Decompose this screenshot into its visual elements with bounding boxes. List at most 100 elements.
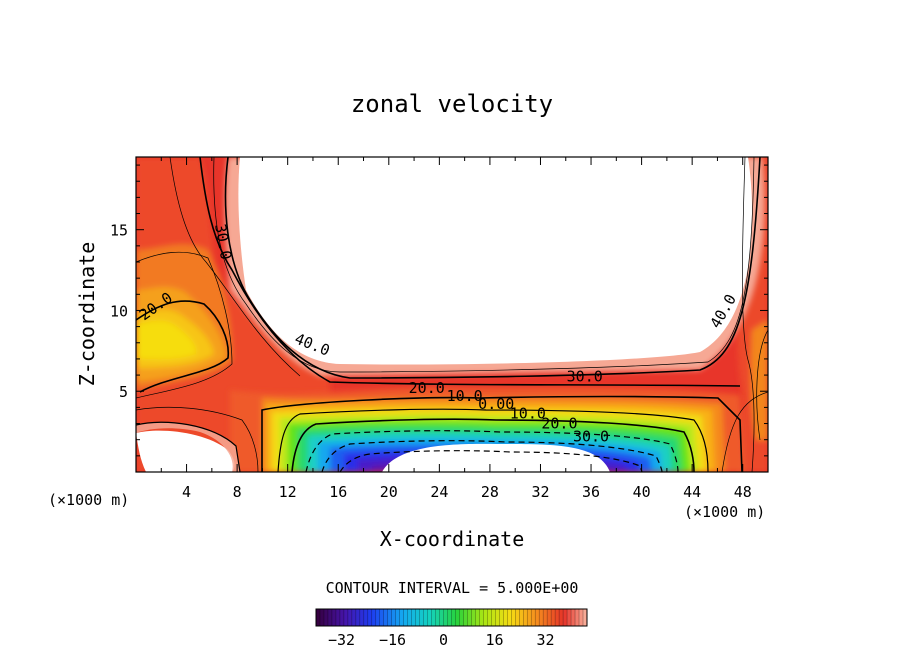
colorbar-swatch — [571, 609, 576, 626]
colorbar-swatch — [323, 609, 329, 626]
contour-0-jet — [291, 418, 695, 472]
colorbar-swatch — [391, 609, 397, 626]
contour-30-major — [199, 157, 741, 387]
contour-interval-note: CONTOUR INTERVAL = 5.000E+00 — [326, 579, 579, 597]
x-tick-label: 16 — [329, 483, 347, 501]
x-tick-label: 12 — [279, 483, 297, 501]
x-tick-label: 20 — [380, 483, 398, 501]
y-tick-label: 5 — [119, 383, 128, 401]
colorbar-swatch — [523, 609, 528, 626]
colorbar-swatch — [547, 609, 552, 626]
colorbar-swatch — [363, 609, 369, 626]
x-unit-right: (×1000 m) — [684, 503, 765, 521]
contour-right-minor-3 — [721, 391, 768, 472]
contour-40-major — [224, 157, 761, 379]
y-axis: 5 10 15 — [110, 164, 768, 457]
contour-left-minor-2 — [136, 251, 233, 399]
contour-label: 30.0 — [211, 222, 235, 261]
colorbar-swatch — [579, 609, 584, 626]
colorbar-swatch — [503, 609, 508, 626]
colorbar-swatch — [343, 609, 349, 626]
colorbar: −32 −16 0 16 32 — [315, 608, 588, 649]
colorbar-swatch — [515, 609, 520, 626]
x-tick-label: 24 — [430, 483, 448, 501]
colorbar-swatch — [319, 609, 325, 626]
x-tick-label: 44 — [683, 483, 701, 501]
colorbar-swatch — [411, 609, 416, 626]
colorbar-swatch — [499, 609, 504, 626]
chart-title: zonal velocity — [351, 90, 553, 118]
colorbar-swatch — [407, 609, 412, 626]
x-axis-label: X-coordinate — [380, 527, 525, 551]
x-tick-label: 28 — [481, 483, 499, 501]
contour-upper-minor — [213, 157, 755, 373]
colorbar-swatch — [459, 609, 464, 626]
colorbar-swatch — [423, 609, 428, 626]
colorbar-swatch — [463, 609, 468, 626]
colorbar-swatch — [443, 609, 448, 626]
colorbar-swatch — [419, 609, 424, 626]
colorbar-swatch — [583, 609, 588, 626]
colorbar-swatch — [483, 609, 488, 626]
colorbar-swatch — [395, 609, 400, 626]
colorbar-swatch — [367, 609, 373, 626]
colorbar-swatch — [471, 609, 476, 626]
colorbar-swatch — [387, 609, 393, 626]
contour-label: 20.0 — [541, 414, 577, 432]
colorbar-swatch — [447, 609, 452, 626]
colorbar-tick-label: −32 — [328, 631, 355, 649]
colorbar-swatch — [455, 609, 460, 626]
x-tick-label: 32 — [531, 483, 549, 501]
x-axis: 4 8 12 16 20 24 28 32 36 40 44 48 — [160, 157, 752, 501]
colorbar-swatch — [511, 609, 516, 626]
x-tick-label: 48 — [734, 483, 752, 501]
field-left-column — [136, 157, 330, 472]
y-tick-label: 15 — [110, 222, 128, 240]
x-tick-label: 40 — [633, 483, 651, 501]
y-axis-label: Z-coordinate — [75, 242, 99, 387]
colorbar-swatch — [467, 609, 472, 626]
colorbar-swatch — [495, 609, 500, 626]
colorbar-swatch — [347, 609, 353, 626]
colorbar-swatch — [451, 609, 456, 626]
colorbar-swatch — [519, 609, 524, 626]
blank-region-corner — [136, 430, 235, 472]
colorbar-swatch — [355, 609, 361, 626]
colorbar-frame — [315, 608, 588, 627]
colorbar-swatch — [431, 609, 436, 626]
x-tick-label: 8 — [233, 483, 242, 501]
colorbar-swatch — [339, 609, 345, 626]
colorbar-swatch — [575, 609, 580, 626]
colorbar-swatch — [327, 609, 333, 626]
colorbar-swatch — [567, 609, 572, 626]
contour-field — [136, 157, 768, 472]
colorbar-swatch — [316, 609, 321, 626]
colorbar-swatch — [527, 609, 532, 626]
colorbar-swatch — [439, 609, 444, 626]
colorbar-swatch — [555, 609, 560, 626]
contour-label: 0.00 — [478, 395, 514, 413]
colorbar-tick-label: 16 — [486, 631, 504, 649]
colorbar-swatch — [403, 609, 408, 626]
colorbar-swatch — [383, 609, 389, 626]
colorbar-swatch — [543, 609, 548, 626]
contour-20-major — [136, 300, 229, 393]
colorbar-swatch — [335, 609, 341, 626]
blank-region-upper — [238, 157, 753, 365]
x-unit-left: (×1000 m) — [48, 491, 129, 509]
contour-right-minor-2 — [756, 329, 768, 441]
colorbar-swatch — [531, 609, 536, 626]
contour-label: 10.0 — [447, 387, 483, 405]
contour-lines — [136, 157, 768, 472]
colorbar-swatch — [551, 609, 556, 626]
colorbar-tick-label: −16 — [379, 631, 406, 649]
colorbar-swatch — [427, 609, 432, 626]
plot-frame — [135, 156, 769, 473]
contour-neg20-jet — [321, 440, 663, 472]
colorbar-tick-label: 0 — [439, 631, 448, 649]
colorbar-swatch — [375, 609, 381, 626]
colorbar-swatch — [475, 609, 480, 626]
colorbar-swatch — [415, 609, 420, 626]
contour-10-jet — [277, 408, 709, 472]
